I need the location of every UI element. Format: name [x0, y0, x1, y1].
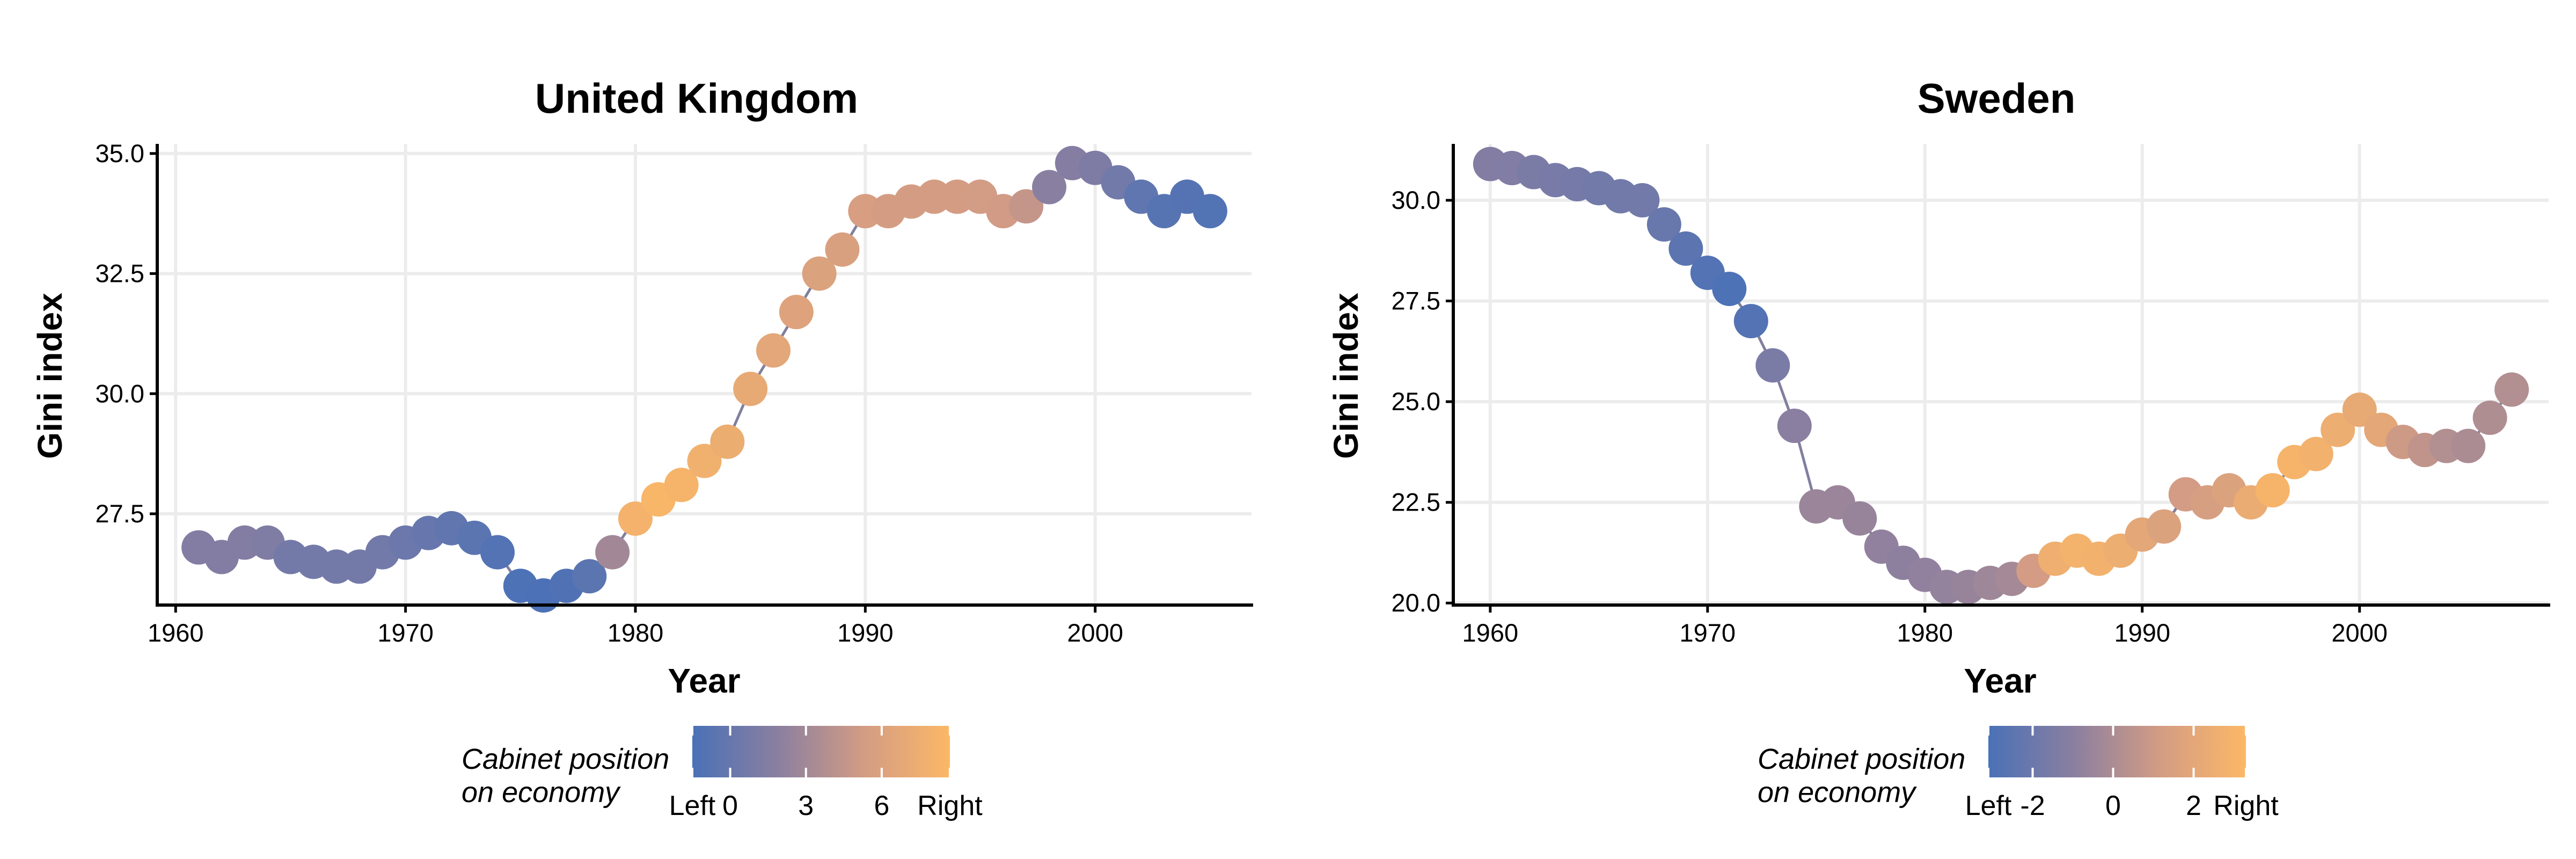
y-tick-label: 30.0	[1392, 186, 1440, 214]
data-point	[1733, 304, 1768, 339]
y-tick-label: 27.5	[1392, 287, 1440, 315]
data-point	[1777, 409, 1812, 443]
data-point	[1625, 183, 1660, 218]
x-tick-label: 1980	[608, 618, 664, 647]
data-point	[595, 535, 630, 570]
legend-title-line-1: Cabinet position	[1758, 743, 1965, 775]
color-legend: Cabinet position on economy Left 0 3 6 Right	[462, 726, 983, 821]
data-point	[480, 535, 515, 570]
legend-tick-label: 0	[722, 790, 738, 821]
data-point	[1842, 501, 1877, 536]
x-tick-label: 2000	[2331, 618, 2388, 647]
x-axis-title: Year	[668, 661, 740, 700]
data-point	[572, 559, 607, 594]
panel-title: United Kingdom	[535, 75, 858, 122]
data-point	[687, 443, 722, 478]
panel-sweden: Sweden 1960 1970 1980 1990 2000 20.0 22.5 25.0 2…	[1327, 75, 2550, 821]
data-point	[710, 424, 745, 459]
data-point	[2299, 436, 2333, 471]
data-point	[1192, 194, 1227, 229]
x-tick-label: 1970	[1680, 618, 1736, 647]
data-series	[181, 145, 1227, 613]
data-point	[2342, 392, 2377, 427]
x-tick-label: 2000	[1067, 618, 1123, 647]
data-point	[2321, 412, 2355, 447]
data-point	[2494, 372, 2529, 407]
x-tick-label: 1990	[837, 618, 894, 647]
data-point	[1032, 170, 1067, 205]
y-tick-label: 35.0	[96, 139, 144, 168]
data-point	[664, 468, 699, 503]
y-tick-label: 20.0	[1392, 588, 1440, 617]
data-point	[2147, 509, 2182, 544]
legend-tick-label: Left	[669, 790, 716, 821]
data-series	[1473, 147, 2529, 605]
legend-tick-label: 0	[2105, 790, 2121, 821]
x-tick-label: 1960	[148, 618, 204, 647]
legend-colorbar	[692, 726, 950, 777]
legend-ticks: Left 0 3 6 Right	[669, 726, 983, 821]
legend-tick-label: Left	[1965, 790, 2012, 821]
data-point	[733, 372, 768, 406]
legend-tick-label: Right	[917, 790, 983, 821]
series-line	[198, 162, 1211, 597]
legend-title-line-2: on economy	[462, 776, 621, 809]
legend-tick-label: 2	[2186, 790, 2201, 821]
data-point	[2255, 473, 2290, 508]
gridlines	[1453, 144, 2549, 605]
legend-tick-label: 6	[874, 790, 889, 821]
x-tick-label: 1980	[1897, 618, 1953, 647]
data-point	[779, 295, 814, 330]
legend-tick-label: -2	[2020, 790, 2045, 821]
y-tick-label: 27.5	[96, 499, 144, 528]
legend-tick-label: 3	[798, 790, 814, 821]
legend-title-line-1: Cabinet position	[462, 743, 669, 775]
x-tick-label: 1960	[1462, 618, 1519, 647]
x-axis-title: Year	[1964, 661, 2036, 700]
data-point	[1009, 189, 1044, 224]
legend-colorbar	[1988, 726, 2246, 777]
y-axis-title: Gini index	[1327, 293, 1365, 459]
data-point	[1712, 272, 1747, 307]
data-point	[756, 333, 791, 368]
y-tick-label: 30.0	[96, 379, 144, 407]
data-point	[1755, 348, 1790, 383]
axis-ticks: 1960 1970 1980 1990 2000 27.5 30.0 32.5 35.0	[96, 139, 1123, 647]
data-point	[1668, 231, 1703, 266]
color-legend: Cabinet position on economy Left -2 0 2 Righ…	[1758, 726, 2279, 821]
data-point	[2451, 428, 2486, 463]
legend-ticks: Left -2 0 2 Right	[1965, 726, 2279, 821]
data-point	[1646, 207, 1681, 242]
gridlines	[157, 144, 1252, 605]
axis-ticks: 1960 1970 1980 1990 2000 20.0 22.5 25.0 27.5 30.0	[1392, 186, 2388, 647]
legend-title-line-2: on economy	[1758, 776, 1917, 809]
data-point	[802, 256, 837, 291]
y-tick-label: 25.0	[1392, 387, 1440, 416]
y-tick-label: 22.5	[1392, 488, 1440, 516]
data-point	[2472, 401, 2507, 435]
data-point	[618, 501, 653, 536]
panel-title: Sweden	[1918, 75, 2076, 122]
panel-united-kingdom: United Kingdom 1960 1970 1980 1990 2000 27.5 3…	[31, 75, 1253, 821]
x-tick-label: 1970	[377, 618, 434, 647]
x-tick-label: 1990	[2114, 618, 2170, 647]
y-axis-title: Gini index	[31, 293, 69, 459]
data-point	[825, 232, 860, 267]
legend-tick-label: Right	[2213, 790, 2279, 821]
y-tick-label: 32.5	[96, 259, 144, 288]
